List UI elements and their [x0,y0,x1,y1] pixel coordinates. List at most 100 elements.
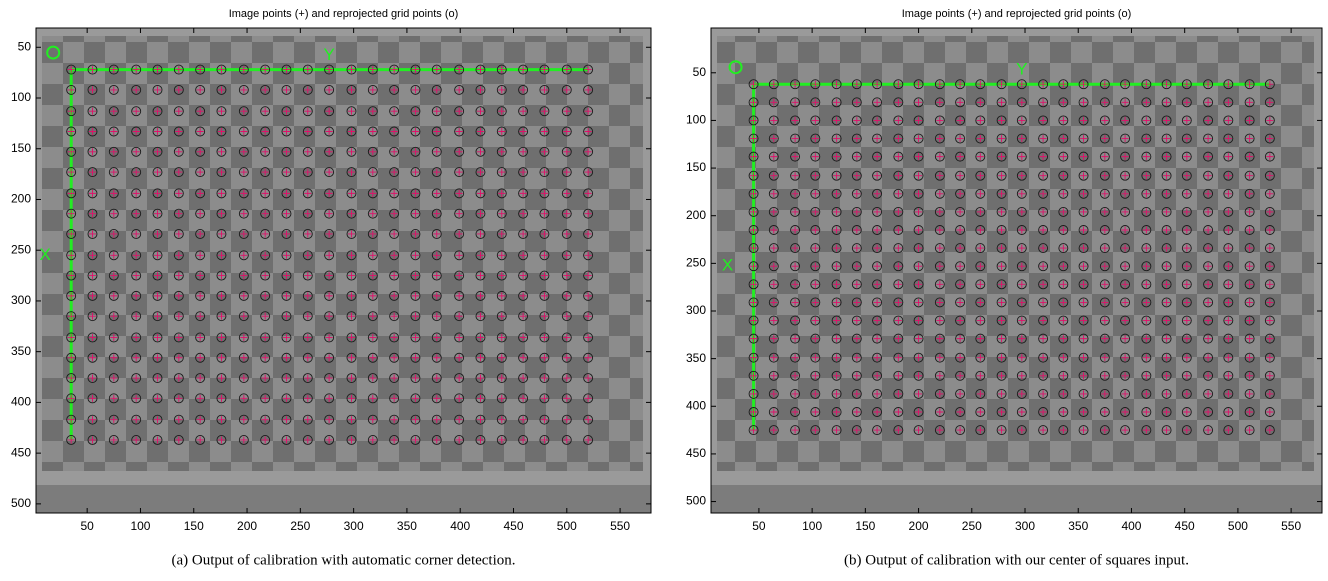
grid-point [562,85,571,94]
grid-point [976,334,985,343]
grid-point [894,316,903,325]
grid-point [769,426,778,435]
grid-point [497,394,506,403]
grid-point [914,244,923,253]
grid-point [914,116,923,125]
grid-point [174,291,183,300]
grid-point [153,209,162,218]
grid-point [1162,262,1171,271]
grid-point [153,85,162,94]
grid-point [769,262,778,271]
grid-point [325,394,334,403]
grid-point [1121,189,1130,198]
grid-point [956,371,965,380]
grid-point [196,147,205,156]
grid-point [1245,189,1254,198]
grid-point [239,168,248,177]
grid-point [1100,189,1109,198]
grid-point [1265,298,1274,307]
grid-point [1142,298,1151,307]
grid-point [261,374,270,383]
grid-point [261,333,270,342]
grid-point [217,189,226,198]
y-tick-label: 400 [686,398,706,412]
grid-point [1142,334,1151,343]
grid-point [1224,116,1233,125]
grid-point [873,262,882,271]
grid-point [153,107,162,116]
grid-point [1100,426,1109,435]
grid-point [88,168,97,177]
grid-point [347,107,356,116]
grid-point [914,280,923,289]
grid-point [1204,244,1213,253]
grid-point [239,127,248,136]
grid-point [894,207,903,216]
grid-point [873,134,882,143]
grid-point [1100,152,1109,161]
grid-point [1142,116,1151,125]
grid-point [1059,226,1068,235]
grid-point [1142,389,1151,398]
grid-point [1162,298,1171,307]
grid-point [132,127,141,136]
grid-point [1265,371,1274,380]
grid-point [769,371,778,380]
grid-point [390,127,399,136]
grid-point [1017,280,1026,289]
grid-point [1121,353,1130,362]
grid-point [811,407,820,416]
grid-point [347,127,356,136]
grid-point [1224,280,1233,289]
grid-point [497,107,506,116]
grid-point [791,280,800,289]
grid-point [562,415,571,424]
grid-point [88,291,97,300]
grid-point [217,127,226,136]
grid-point [1039,207,1048,216]
grid-point [1017,371,1026,380]
grid-point [174,251,183,260]
grid-point [347,271,356,280]
grid-point [303,127,312,136]
grid-point [282,65,291,74]
grid-point [956,226,965,235]
grid-point [914,353,923,362]
grid-point [1162,116,1171,125]
grid-point [935,171,944,180]
grid-point [519,415,528,424]
grid-point [239,333,248,342]
grid-point [1121,316,1130,325]
grid-point [540,65,549,74]
grid-point [811,134,820,143]
grid-point [1017,80,1026,89]
grid-point [1100,371,1109,380]
grid-point [67,374,76,383]
grid-point [455,127,464,136]
grid-point [1182,116,1191,125]
grid-point [1245,171,1254,180]
grid-point [282,374,291,383]
grid-point [1245,298,1254,307]
grid-point [1265,244,1274,253]
grid-point [997,389,1006,398]
grid-point [217,333,226,342]
grid-point [347,353,356,362]
grid-point [894,244,903,253]
grid-point [584,229,593,238]
grid-point [1224,426,1233,435]
grid-point [1265,407,1274,416]
grid-point [390,353,399,362]
grid-point [584,374,593,383]
grid-point [1224,262,1233,271]
x-tick-label: 250 [290,519,310,533]
panel-title: Image points (+) and reprojected grid po… [902,8,1132,20]
grid-point [749,407,758,416]
grid-point [282,107,291,116]
grid-point [261,229,270,238]
grid-point [769,353,778,362]
grid-point [1017,389,1026,398]
grid-point [769,389,778,398]
grid-point [109,353,118,362]
grid-point [914,371,923,380]
